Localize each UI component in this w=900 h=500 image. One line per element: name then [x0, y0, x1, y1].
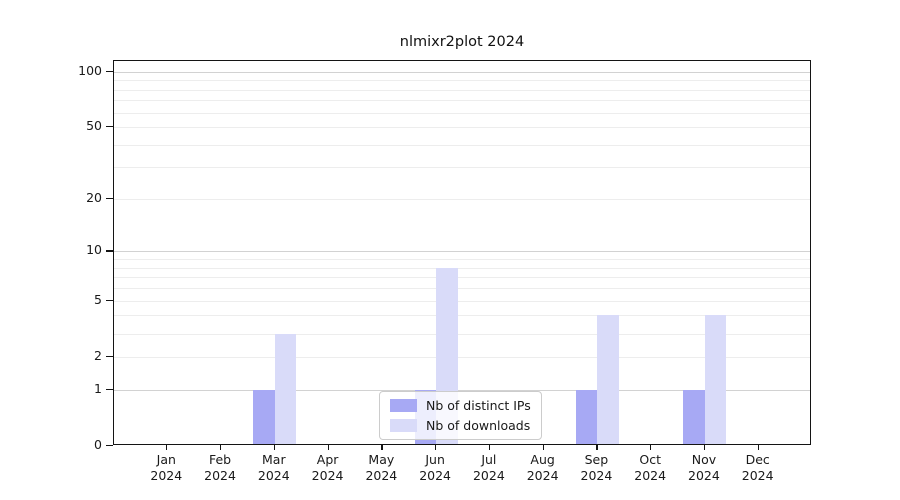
legend-swatch-downloads-icon [390, 419, 417, 432]
legend: Nb of distinct IPs Nb of downloads [379, 391, 542, 440]
minor-gridline [114, 144, 810, 146]
y-tick-label: 10 [86, 242, 102, 258]
x-tick-label: Aug 2024 [526, 452, 559, 483]
x-tick-label: Dec 2024 [741, 452, 774, 483]
x-tick-mark [166, 445, 168, 450]
y-tick-mark [106, 445, 113, 447]
minor-gridline [114, 277, 810, 279]
x-tick-mark [273, 445, 275, 450]
y-tick-mark [106, 198, 113, 200]
x-tick-mark [327, 445, 329, 450]
minor-gridline [114, 127, 810, 129]
minor-gridline [114, 333, 810, 335]
x-tick-label: Oct 2024 [634, 452, 667, 483]
bar [683, 389, 705, 444]
x-tick-label: Feb 2024 [204, 452, 236, 483]
bar [575, 389, 598, 444]
y-tick-mark [106, 388, 113, 390]
x-tick-mark [596, 445, 598, 450]
major-gridline [114, 71, 810, 73]
legend-label-downloads: Nb of downloads [426, 418, 531, 433]
y-tick-mark [106, 355, 113, 358]
y-tick-mark [106, 126, 113, 128]
y-tick-mark [106, 250, 113, 252]
minor-gridline [114, 300, 810, 302]
bar [704, 315, 727, 444]
x-tick-label: Jul 2024 [472, 452, 505, 483]
x-tick-mark [381, 445, 383, 450]
y-tick-label: 5 [94, 291, 102, 307]
x-tick-label: Apr 2024 [311, 452, 344, 483]
x-tick-label: Nov 2024 [688, 452, 720, 483]
y-tick-label: 50 [86, 118, 102, 134]
major-gridline [114, 251, 810, 253]
x-tick-mark [757, 445, 759, 450]
minor-gridline [114, 356, 810, 358]
legend-swatch-distinct-ips-icon [390, 399, 417, 412]
minor-gridline [114, 288, 810, 290]
x-tick-mark [488, 445, 491, 450]
minor-gridline [114, 199, 810, 200]
bar [253, 389, 275, 444]
x-tick-label: Jan 2024 [150, 452, 183, 483]
y-tick-label: 1 [94, 380, 102, 396]
bar [274, 333, 297, 444]
plot-area: Nb of distinct IPs Nb of downloads [113, 60, 811, 445]
y-tick-mark [106, 70, 113, 72]
x-tick-mark [220, 445, 222, 450]
legend-label-distinct-ips: Nb of distinct IPs [426, 398, 531, 413]
x-tick-label: Sep 2024 [580, 452, 613, 483]
minor-gridline [114, 315, 810, 317]
legend-item-distinct-ips: Nb of distinct IPs [390, 398, 531, 413]
x-tick-mark [542, 445, 544, 450]
minor-gridline [114, 259, 810, 261]
minor-gridline [114, 167, 810, 169]
y-tick-label: 100 [78, 62, 102, 78]
minor-gridline [114, 89, 810, 91]
x-tick-label: Jun 2024 [419, 452, 452, 483]
y-tick-mark [106, 299, 113, 301]
x-tick-mark [703, 445, 706, 450]
minor-gridline [114, 267, 810, 269]
y-tick-label: 20 [86, 190, 102, 205]
chart-title: nlmixr2plot 2024 [399, 34, 525, 50]
x-tick-label: May 2024 [365, 452, 398, 483]
y-tick-label: 0 [94, 437, 102, 452]
bar [597, 315, 619, 444]
minor-gridline [114, 100, 810, 102]
minor-gridline [114, 80, 810, 82]
y-tick-label: 2 [94, 347, 102, 363]
x-tick-mark [435, 445, 437, 450]
x-tick-mark [650, 445, 652, 450]
legend-item-downloads: Nb of downloads [390, 418, 531, 433]
major-gridline [114, 389, 810, 391]
x-tick-label: Mar 2024 [257, 452, 290, 483]
minor-gridline [114, 112, 810, 114]
